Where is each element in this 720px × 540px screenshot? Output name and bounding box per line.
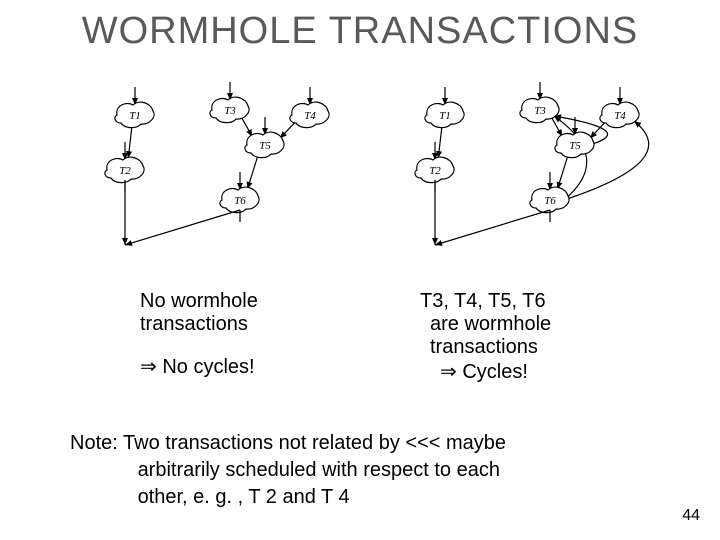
svg-text:T3: T3 — [224, 105, 236, 117]
note-prefix: Note: — [70, 432, 118, 454]
left-diagram: T1 T2 T3 T4 T5 T6 — [70, 80, 370, 270]
slide-title: WORMHOLE TRANSACTIONS — [0, 10, 720, 53]
svg-text:T5: T5 — [259, 140, 271, 152]
left-caption-line2: transactions — [140, 313, 258, 336]
right-caption-conclusion: ⇒ Cycles! — [420, 359, 551, 384]
svg-text:T4: T4 — [614, 110, 626, 122]
left-caption-line1: No wormhole — [140, 290, 258, 313]
right-diagram: T1 T2 T3 T4 T5 T6 — [380, 80, 680, 270]
slide: WORMHOLE TRANSACTIONS T1T2T3T4T5T6 T1T2T… — [0, 0, 720, 540]
left-caption: No wormhole transactions ⇒ No cycles! — [140, 290, 258, 379]
left-caption-conclusion: ⇒ No cycles! — [140, 354, 258, 379]
svg-text:T6: T6 — [234, 195, 246, 207]
note-line3: other, e. g. , T 2 and T 4 — [138, 486, 350, 508]
note-line1: Two transactions not related by <<< mayb… — [123, 432, 506, 454]
svg-text:T6: T6 — [544, 195, 556, 207]
svg-text:T2: T2 — [429, 165, 441, 177]
page-number: 44 — [682, 507, 700, 525]
svg-text:T3: T3 — [534, 105, 546, 117]
svg-text:T2: T2 — [119, 165, 131, 177]
right-caption: T3, T4, T5, T6 are wormhole transactions… — [420, 290, 551, 384]
right-caption-line1: T3, T4, T5, T6 — [420, 290, 551, 313]
note-line2: arbitrarily scheduled with respect to ea… — [138, 459, 500, 481]
svg-text:T4: T4 — [304, 110, 316, 122]
svg-text:T1: T1 — [439, 110, 451, 122]
svg-text:T5: T5 — [569, 140, 581, 152]
right-caption-line3: transactions — [420, 336, 551, 359]
right-caption-line2: are wormhole — [420, 313, 551, 336]
diagram-row: T1 T2 T3 T4 T5 T6 T1 T2 T3 T4 T5 T6 — [0, 80, 720, 280]
note-block: Note: Two transactions not related by <<… — [70, 430, 690, 511]
svg-text:T1: T1 — [129, 110, 141, 122]
